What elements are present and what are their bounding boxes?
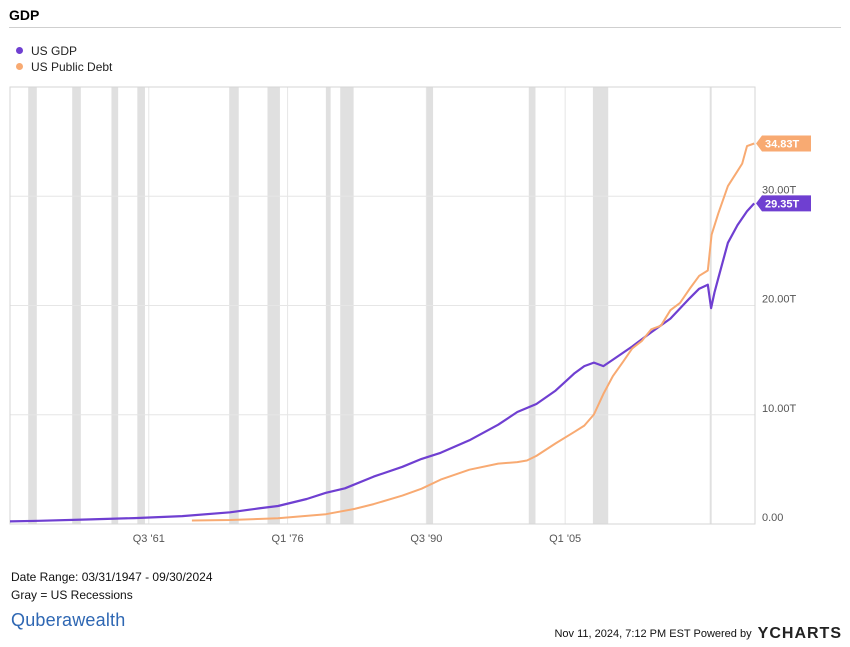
chart-plot-area[interactable]: 0.00 10.00T 20.00T 30.00T Q3 '61 Q1 '76 Q3 '9… [0,0,850,560]
legend-dot-icon [16,47,23,54]
plot-frame [9,86,756,525]
x-tick-label: Q3 '61 [133,533,165,545]
grid-lines [10,87,755,524]
y-axis-ticks: 0.00 10.00T 20.00T 30.00T [762,184,797,524]
y-tick-label: 10.00T [762,403,797,415]
legend-dot-icon [16,63,23,70]
legend-item-us-public-debt[interactable]: US Public Debt [16,59,112,75]
recession-note: Gray = US Recessions [11,588,133,602]
end-label-text: 34.83T [765,138,800,150]
end-label-flag [756,135,811,152]
timestamp: Nov 11, 2024, 7:12 PM EST [554,628,691,640]
ycharts-logo[interactable]: YCHARTS [757,625,842,642]
legend-item-us-gdp[interactable]: US GDP [16,43,77,59]
chart-title: GDP [9,7,40,23]
x-tick-label: Q3 '90 [410,533,442,545]
end-label-text: 29.35T [765,198,800,210]
attribution: Nov 11, 2024, 7:12 PM EST Powered by YCH… [554,625,842,643]
title-divider [9,27,841,28]
date-range-text: Date Range: 03/31/1947 - 09/30/2024 [11,570,213,584]
legend-label: US GDP [31,44,78,58]
powered-by-text: Powered by [693,628,752,640]
series-lines [9,142,756,523]
series-line-us-public-debt[interactable] [191,142,755,522]
x-tick-label: Q1 '05 [549,533,581,545]
quberawealth-logo: Quberawealth [11,610,126,630]
legend-label: US Public Debt [31,60,113,74]
end-labels: 29.35T 34.83T [756,135,811,212]
end-label-flag [756,195,811,212]
x-axis-ticks: Q3 '61 Q1 '76 Q3 '90 Q1 '05 [133,533,581,545]
end-label: 29.35T [756,195,811,212]
y-tick-label: 0.00 [762,512,783,524]
y-tick-label: 20.00T [762,294,797,306]
series-line-us-gdp[interactable] [9,202,756,523]
end-label: 34.83T [756,135,811,152]
y-tick-label: 30.00T [762,184,797,196]
x-tick-label: Q1 '76 [272,533,304,545]
